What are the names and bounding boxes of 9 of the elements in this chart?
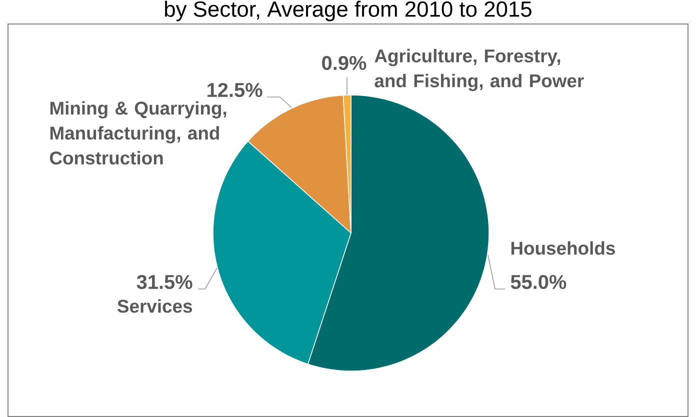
data-label: 12.5% [208, 82, 262, 98]
slice-label: Services [118, 299, 192, 313]
data-label: 31.5% [136, 274, 192, 290]
data-label: 55.0% [510, 274, 566, 290]
slice-label: Households [511, 241, 615, 255]
slice-label: Agriculture, Forestry, and Fishing, and Power [374, 48, 584, 92]
slice-label: Mining & Quarrying, Manufacturing, and Construction [50, 101, 226, 165]
data-label: 0.9% [322, 56, 366, 70]
chart-title: by Sector, Average from 2010 to 2015 [165, 0, 532, 22]
